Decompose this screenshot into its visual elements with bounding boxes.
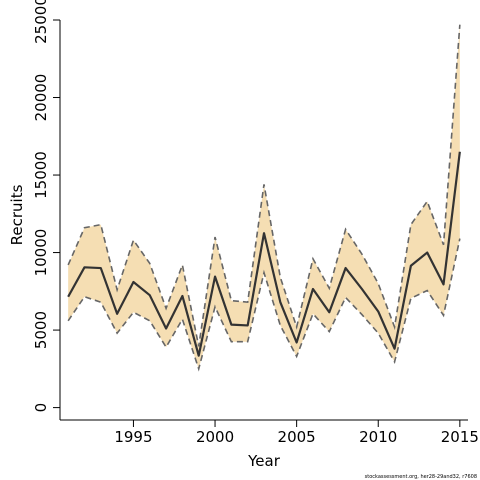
x-tick-label: 2015 — [441, 428, 479, 446]
y-axis-title: Recruits — [8, 184, 26, 245]
confidence-bounds — [67, 24, 461, 372]
x-tick-label: 2000 — [196, 428, 234, 446]
y-tick-label: 15000 — [32, 151, 50, 199]
footnote-text: stockassessment.org, her28-29and32, r760… — [365, 474, 477, 480]
plot-box — [59, 20, 468, 421]
y-axis: 0 5000 10000 15000 20000 25000 — [32, 0, 60, 412]
y-tick-label: 10000 — [32, 229, 50, 277]
x-tick-label: 1995 — [114, 428, 152, 446]
confidence-band — [68, 24, 460, 369]
y-tick-label: 5000 — [32, 311, 50, 349]
confidence-band-area — [68, 24, 460, 369]
y-tick-label: 0 — [32, 403, 50, 413]
x-axis: 1995 2000 2005 2010 2015 — [114, 420, 479, 446]
y-tick-label: 25000 — [32, 0, 50, 44]
x-axis-title: Year — [247, 452, 281, 470]
upper-bound-line — [67, 24, 461, 347]
recruits-line — [67, 151, 461, 357]
x-tick-label: 2005 — [278, 428, 316, 446]
recruits-series — [67, 151, 461, 357]
lower-bound-line — [67, 238, 461, 372]
y-tick-label: 20000 — [32, 74, 50, 122]
x-tick-label: 2010 — [359, 428, 397, 446]
